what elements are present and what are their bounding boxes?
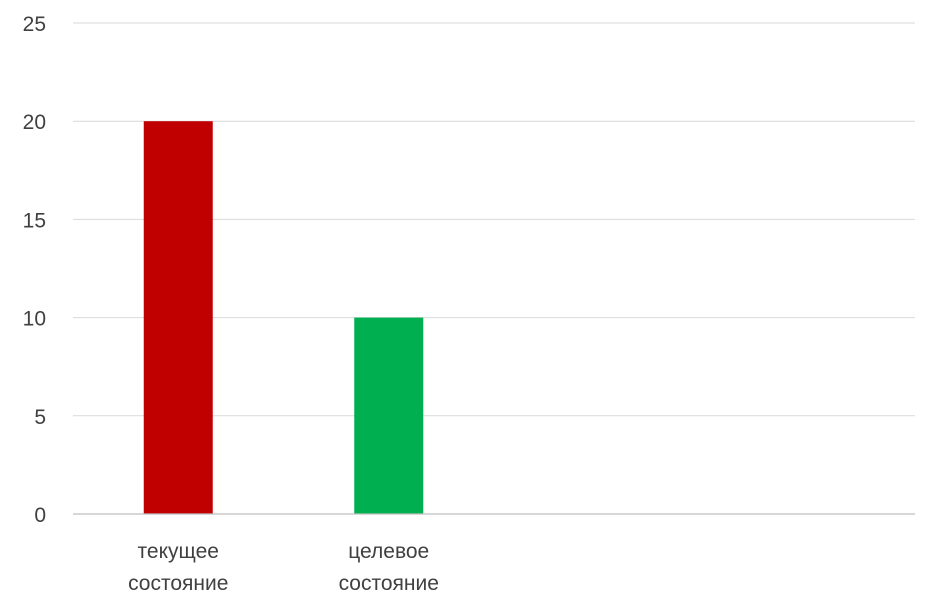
y-tick-label: 20	[23, 111, 46, 134]
bar-1	[354, 317, 424, 514]
y-tick-label: 0	[34, 504, 46, 527]
x-category-label: состояние	[128, 572, 228, 594]
gridlines	[73, 22, 915, 417]
y-axis-tick-labels: 0 5 10 15 20 25	[23, 13, 46, 527]
x-category-label: состояние	[339, 572, 439, 594]
y-tick-label: 25	[23, 13, 46, 36]
y-tick-label: 15	[23, 209, 46, 232]
x-category-label: текущее	[138, 540, 219, 563]
x-axis-category-labels: текущее состояние целевое состояние	[128, 540, 439, 594]
y-tick-label: 5	[34, 406, 46, 429]
y-tick-label: 10	[23, 308, 46, 331]
bar-0	[143, 121, 213, 514]
bars	[143, 121, 424, 514]
x-category-label: целевое	[348, 540, 429, 563]
